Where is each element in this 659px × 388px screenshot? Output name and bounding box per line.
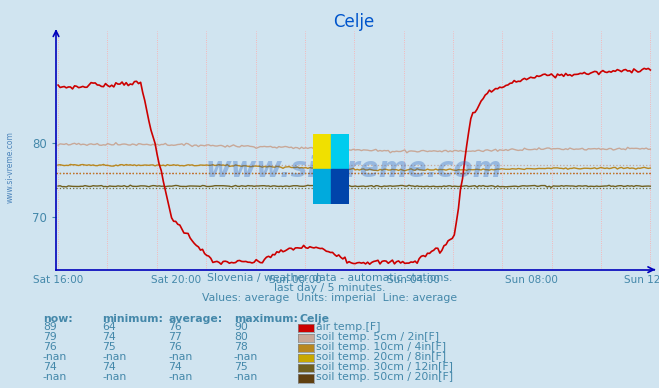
Text: -nan: -nan <box>102 372 127 383</box>
Text: 80: 80 <box>234 332 248 342</box>
Text: -nan: -nan <box>168 352 192 362</box>
Text: soil temp. 30cm / 12in[F]: soil temp. 30cm / 12in[F] <box>316 362 453 372</box>
Text: soil temp. 5cm / 2in[F]: soil temp. 5cm / 2in[F] <box>316 332 440 342</box>
Text: 79: 79 <box>43 332 57 342</box>
Text: 74: 74 <box>102 362 116 372</box>
Text: 77: 77 <box>168 332 182 342</box>
Text: 76: 76 <box>168 342 182 352</box>
Text: -nan: -nan <box>102 352 127 362</box>
Text: Values: average  Units: imperial  Line: average: Values: average Units: imperial Line: av… <box>202 293 457 303</box>
Text: 76: 76 <box>43 342 57 352</box>
Bar <box>331 169 349 204</box>
Text: soil temp. 10cm / 4in[F]: soil temp. 10cm / 4in[F] <box>316 342 446 352</box>
Text: www.si-vreme.com: www.si-vreme.com <box>5 131 14 203</box>
Title: Celje: Celje <box>333 13 375 31</box>
Text: -nan: -nan <box>234 372 258 383</box>
Text: www.si-vreme.com: www.si-vreme.com <box>206 156 502 184</box>
Bar <box>313 169 331 204</box>
Text: 75: 75 <box>102 342 116 352</box>
Text: 64: 64 <box>102 322 116 332</box>
Text: 75: 75 <box>234 362 248 372</box>
Text: last day / 5 minutes.: last day / 5 minutes. <box>273 283 386 293</box>
Text: 90: 90 <box>234 322 248 332</box>
Text: -nan: -nan <box>234 352 258 362</box>
Text: soil temp. 50cm / 20in[F]: soil temp. 50cm / 20in[F] <box>316 372 453 383</box>
Text: soil temp. 20cm / 8in[F]: soil temp. 20cm / 8in[F] <box>316 352 446 362</box>
Text: 74: 74 <box>168 362 182 372</box>
Text: minimum:: minimum: <box>102 314 163 324</box>
Text: 74: 74 <box>43 362 57 372</box>
Text: 76: 76 <box>168 322 182 332</box>
Text: average:: average: <box>168 314 222 324</box>
Text: -nan: -nan <box>43 352 67 362</box>
Text: 74: 74 <box>102 332 116 342</box>
Text: maximum:: maximum: <box>234 314 298 324</box>
Text: Slovenia / weather data - automatic stations.: Slovenia / weather data - automatic stat… <box>207 273 452 283</box>
Text: -nan: -nan <box>168 372 192 383</box>
Text: 89: 89 <box>43 322 57 332</box>
Text: air temp.[F]: air temp.[F] <box>316 322 381 332</box>
Text: Celje: Celje <box>300 314 330 324</box>
Bar <box>331 134 349 169</box>
Text: -nan: -nan <box>43 372 67 383</box>
Bar <box>313 134 331 169</box>
Text: now:: now: <box>43 314 72 324</box>
Text: 78: 78 <box>234 342 248 352</box>
